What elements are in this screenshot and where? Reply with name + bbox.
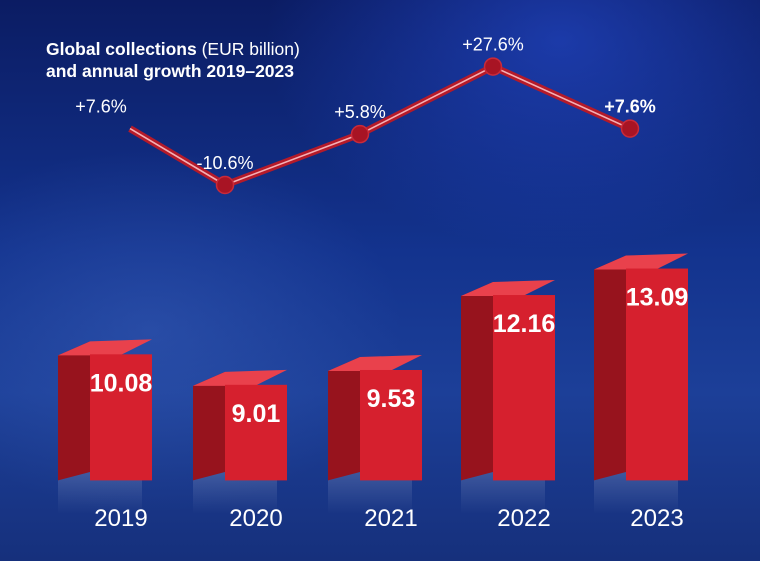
- bar-top-face: [461, 280, 555, 297]
- chart-title-line2: and annual growth 2019–2023: [46, 61, 295, 81]
- growth-label: +27.6%: [462, 35, 524, 55]
- bar-side-face: [594, 255, 626, 481]
- bar-side-face: [328, 356, 360, 481]
- bar-side-face: [461, 282, 493, 481]
- year-label: 2020: [229, 505, 282, 532]
- growth-marker: [215, 175, 235, 195]
- bar-2021: [328, 354, 422, 514]
- year-label: 2023: [630, 505, 683, 532]
- bar-2023: [594, 253, 688, 514]
- chart-title-unit: (EUR billion): [196, 39, 300, 59]
- growth-marker: [483, 57, 503, 76]
- bar-value-label: 12.16: [493, 310, 556, 338]
- growth-label: +7.6%: [604, 97, 656, 117]
- growth-marker: [620, 119, 640, 138]
- chart-title-bold: Global collections: [46, 39, 197, 59]
- bar-top-face: [193, 369, 287, 386]
- bar-2019: [58, 339, 152, 514]
- bar-top-face: [58, 339, 152, 356]
- bar-side-face: [58, 341, 90, 481]
- bar-top-face: [328, 354, 422, 371]
- bar-front-face: [493, 295, 555, 481]
- growth-label: -10.6%: [196, 153, 253, 173]
- year-label: 2021: [364, 505, 417, 532]
- bar-2022: [461, 280, 555, 514]
- chart-title: Global collections (EUR billion) and annu…: [46, 38, 300, 82]
- growth-label: +5.8%: [334, 102, 386, 122]
- bar-front-face: [360, 369, 422, 481]
- bar-value-label: 9.53: [367, 385, 416, 413]
- bar-front-face: [90, 354, 152, 481]
- bar-2020: [193, 369, 287, 514]
- bar-front-face: [225, 384, 287, 481]
- year-label: 2022: [497, 505, 550, 532]
- year-label: 2019: [94, 505, 147, 532]
- bar-value-label: 9.01: [232, 400, 281, 428]
- bar-top-face: [594, 253, 688, 270]
- growth-label: +7.6%: [75, 97, 127, 117]
- bar-value-label: 13.09: [626, 284, 689, 312]
- bar-side-face: [193, 371, 225, 481]
- bar-value-label: 10.08: [90, 369, 153, 397]
- bar-front-face: [626, 268, 688, 481]
- growth-marker: [350, 124, 370, 144]
